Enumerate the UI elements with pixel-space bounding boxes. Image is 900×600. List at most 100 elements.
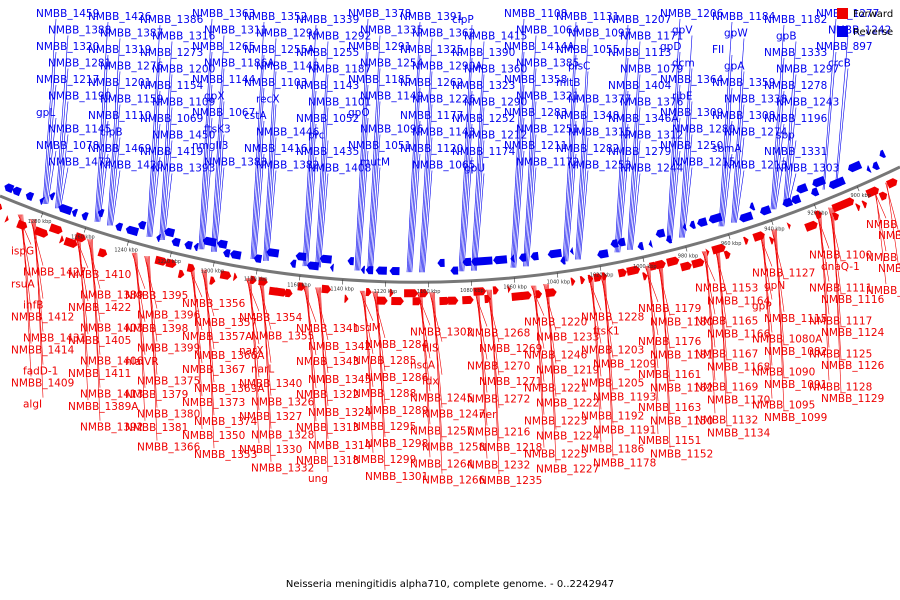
reverse-leader-line [462,123,473,272]
forward-gene-label: NMBB_1403 [80,323,143,335]
reverse-gene-label: NMBB_1320 [36,41,99,53]
forward-gene-label: NMBB_1140 [866,285,900,297]
forward-gene-label: NMBB_1271 [479,376,542,388]
reverse-gene-arrow-43 [560,256,566,265]
reverse-leader-line [410,120,421,273]
forward-gene-label: fdx [422,376,439,388]
reverse-leader-line [785,107,797,206]
forward-leader-line [590,277,602,377]
reverse-gene-arrow-17 [202,236,217,247]
reverse-leader-line [97,87,109,222]
forward-gene-label: NMBB_1318 [296,455,359,467]
reverse-leader-line [617,90,629,253]
forward-leader-line [419,292,431,392]
scale-tick-label: 1220 kbp [158,259,182,265]
reverse-gene-label: gpX [204,91,225,103]
forward-gene-label: gpP [752,301,772,313]
forward-gene-arrow-65 [831,201,846,213]
forward-gene-arrow-22 [321,284,332,294]
forward-leader-line [305,286,317,389]
scale-tick-label: 1120 kbp [374,289,398,295]
forward-gene-arrow-43 [579,276,586,285]
forward-gene-arrow-35 [484,294,491,304]
forward-gene-arrow-4 [48,223,63,235]
scale-tick-label: 1160 kbp [287,282,311,288]
forward-gene-label: NMBB_1272 [467,394,530,406]
forward-leader-line [20,214,32,311]
reverse-leader-line [786,140,797,206]
legend: Forward Reverse [837,8,893,38]
reverse-leader-line [680,68,693,238]
reverse-leader-line [420,71,433,273]
forward-gene-label: NMBB_1134 [707,427,771,439]
reverse-gene-label: NMBB_1321 [516,91,579,103]
reverse-gene-label: mltB [556,77,580,89]
forward-gene-label: NMBB_1192 [581,410,644,422]
scale-tick-label: 1020 kbp [590,273,614,279]
reverse-leader-line [162,140,173,241]
reverse-gene-label: NMBB_1131 [556,11,619,23]
reverse-leader-line [513,84,525,268]
legend-label-forward: Forward [853,9,893,20]
forward-gene-label: NMBB_1406 [80,356,144,368]
reverse-leader-line [731,38,745,223]
reverse-gene-label: nmgII3 [192,140,228,152]
forward-gene-arrow-34 [473,287,487,296]
forward-gene-label: NMBB_1298 [365,438,428,450]
reverse-leader-line [670,117,681,241]
reverse-gene-label: NMBB_1182 [764,14,827,26]
reverse-leader-line [268,170,277,261]
reverse-gene-label: NMBB_1265 [192,41,255,53]
reverse-leader-line [212,68,225,252]
forward-gene-arrow-5 [59,235,64,244]
reverse-gene-arrow-7 [81,212,89,221]
reverse-leader-line [161,107,173,241]
forward-gene-arrow-52 [666,256,680,267]
scale-tick-mark [213,261,215,267]
reverse-leader-line [578,137,589,260]
reverse-gene-label: NMBB_1172 [516,157,579,169]
reverse-leader-line [367,35,381,272]
forward-gene-label: NMBB_1116 [821,294,885,306]
reverse-leader-line [473,107,485,271]
reverse-gene-arrow-66 [848,160,863,173]
reverse-leader-line [580,170,589,260]
reverse-leader-line [563,54,577,262]
reverse-leader-line [151,156,161,237]
forward-gene-label: NMBB_1218 [479,442,542,454]
reverse-gene-label: NMBB_1281 [48,58,111,70]
reverse-gene-arrow-4 [49,192,56,201]
reverse-leader-line [523,35,537,267]
forward-gene-label: NMBB_1299 [353,454,416,466]
forward-gene-label: ihfB [23,300,43,312]
reverse-gene-label: NMBB_1311 [204,25,267,37]
reverse-leader-line [575,38,589,260]
forward-gene-arrow-44 [587,274,594,283]
reverse-gene-label: gpL [36,107,55,119]
reverse-gene-arrow-8 [98,208,105,218]
forward-gene-label: ner [479,409,497,421]
reverse-gene-label: NMBB_1213 [724,160,787,172]
reverse-leader-line [459,57,473,272]
reverse-gene-arrow-40 [518,253,527,262]
forward-gene-label: NMBB_1150 [650,416,713,428]
forward-gene-label: NMBB_1389A [68,401,139,413]
reverse-gene-label: plsC [568,61,590,73]
forward-gene-arrow-49 [642,272,648,281]
forward-leader-line [191,267,203,364]
forward-gene-label: NMBB_1301 [365,471,428,483]
forward-leader-line [491,289,500,475]
reverse-gene-label: NMBB_1215 [672,157,735,169]
forward-gene-label: NMBB_1413 [80,389,143,401]
reverse-leader-line [318,140,329,268]
forward-gene-label: NMBB_1264 [410,458,474,470]
reverse-gene-arrow-12 [156,234,162,242]
forward-gene-label: NMBB_1289 [365,405,428,417]
reverse-gene-label: clpB [100,127,123,139]
reverse-gene-label: NMBB_1143 [296,80,359,92]
reverse-gene-arrow-37 [481,256,493,265]
forward-gene-label: NMBB_1257 [410,425,473,437]
reverse-gene-label: NMBB_1323 [452,80,515,92]
reverse-gene-arrow-63 [812,176,826,188]
reverse-gene-label: NMBB_1254 [360,58,424,70]
